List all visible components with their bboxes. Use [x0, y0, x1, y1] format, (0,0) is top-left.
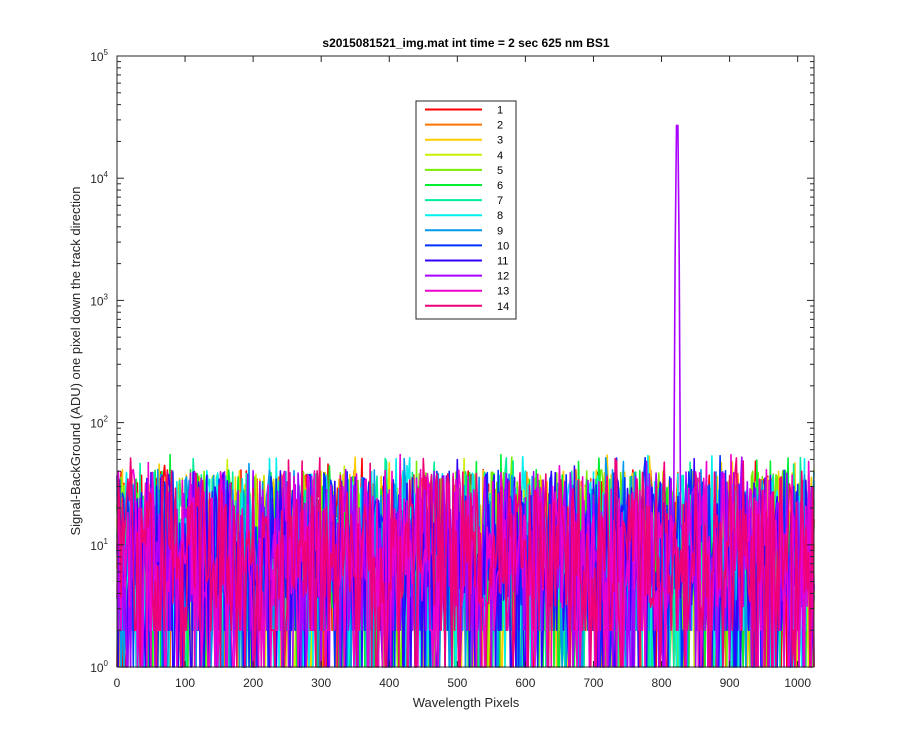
series-line-14	[116, 457, 815, 668]
x-tick-label: 400	[379, 676, 399, 690]
legend-label-11: 11	[497, 256, 508, 268]
legend-label-9: 9	[497, 225, 503, 237]
x-tick-label: 900	[720, 676, 740, 690]
x-tick-label: 600	[515, 676, 535, 690]
x-tick-label: 500	[447, 676, 467, 690]
legend-label-14: 14	[497, 301, 509, 313]
x-tick-label: 0	[114, 676, 121, 690]
legend-label-6: 6	[497, 180, 503, 192]
y-tick-label: 102	[90, 415, 108, 431]
x-tick-label: 800	[652, 676, 672, 690]
x-tick-label: 700	[583, 676, 603, 690]
legend-label-7: 7	[497, 195, 503, 207]
x-tick-label: 300	[311, 676, 331, 690]
legend-label-3: 3	[497, 135, 503, 147]
legend-label-1: 1	[497, 105, 503, 117]
legend-label-2: 2	[497, 120, 503, 132]
series-traces	[116, 124, 815, 668]
y-axis-label: Signal-BackGround (ADU) one pixel down t…	[68, 186, 83, 535]
y-tick-label: 103	[90, 292, 108, 308]
x-axis-label: Wavelength Pixels	[413, 695, 520, 710]
legend-label-13: 13	[497, 286, 509, 298]
legend-label-5: 5	[497, 165, 503, 177]
legend-box	[415, 100, 517, 320]
x-tick-label: 1000	[784, 676, 811, 690]
y-tick-label: 100	[90, 659, 108, 675]
chart-title: s2015081521_img.mat int time = 2 sec 625…	[322, 36, 609, 50]
y-tick-label: 104	[90, 170, 108, 186]
legend-label-12: 12	[497, 271, 509, 283]
legend-label-8: 8	[497, 210, 503, 222]
y-tick-label: 105	[90, 48, 108, 64]
plot-frame	[116, 55, 815, 668]
x-axis-ticks: 0 100 200 300 400 500 600 700 800 900 1000	[114, 56, 811, 690]
x-tick-label: 200	[243, 676, 263, 690]
y-tick-label: 101	[90, 537, 108, 553]
legend-label-4: 4	[497, 150, 503, 162]
x-tick-label: 100	[175, 676, 195, 690]
legend-label-10: 10	[497, 240, 509, 252]
